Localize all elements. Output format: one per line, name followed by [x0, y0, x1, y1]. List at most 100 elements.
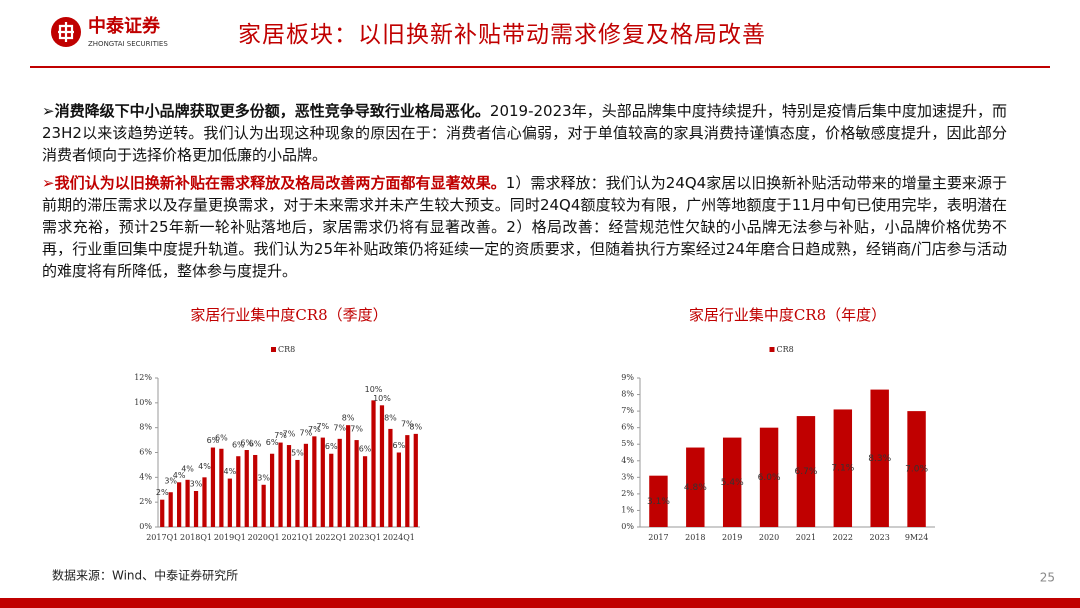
bar: [185, 479, 190, 527]
x-tick-label: 2018: [685, 533, 705, 542]
value-label: 6%: [325, 442, 338, 451]
value-label: 5%: [291, 448, 304, 457]
legend-label: CR8: [777, 345, 794, 354]
bar: [413, 433, 418, 527]
bar: [261, 484, 266, 527]
x-tick-label: 2023: [870, 533, 890, 542]
x-tick-label: 9M24: [905, 533, 928, 542]
bar: [177, 482, 182, 527]
bar: [320, 437, 325, 527]
bar: [337, 438, 342, 527]
value-label: 3%: [257, 473, 270, 482]
y-tick-label: 6%: [139, 448, 152, 457]
chart-title: 家居行业集中度CR8（年度）: [689, 306, 886, 324]
bar: [193, 490, 199, 527]
value-label: 7%: [300, 428, 313, 437]
value-label: 2%: [156, 488, 169, 497]
x-tick-label: 2022Q1: [315, 533, 347, 542]
bar: [686, 447, 705, 527]
x-tick-label: 2017Q1: [146, 533, 178, 542]
value-label: 6.7%: [795, 467, 818, 477]
bar: [354, 440, 359, 527]
bar: [870, 389, 889, 527]
x-tick-label: 2022: [833, 533, 853, 542]
bar: [244, 450, 249, 527]
brand: 中泰证券: [88, 15, 161, 37]
value-label: 4%: [181, 464, 194, 473]
bar: [202, 477, 207, 527]
value-label: 7%: [274, 431, 287, 440]
y-tick-label: 2%: [621, 489, 634, 498]
bar: [295, 459, 300, 527]
value-label: 6.0%: [758, 473, 781, 483]
value-label: 4.8%: [684, 483, 707, 493]
bar: [388, 428, 393, 527]
value-label: 8%: [384, 413, 397, 422]
bar: [160, 499, 165, 527]
bar: [303, 443, 309, 527]
value-label: 6%: [359, 445, 372, 454]
y-tick-label: 12%: [134, 373, 152, 382]
value-label: 7%: [283, 430, 296, 439]
bar: [329, 453, 334, 527]
value-label: 7%: [316, 422, 329, 431]
y-tick-label: 7%: [621, 406, 634, 415]
bar: [405, 435, 410, 527]
bar: [371, 400, 376, 527]
bar: [278, 442, 283, 527]
value-label: 4%: [223, 467, 236, 476]
bar: [833, 409, 853, 527]
legend-label: CR8: [278, 345, 295, 354]
bullet-text: 2019-2023年，头部品牌集中度持续提升，特别是疫情后集中度加速提升，而23…: [42, 102, 1008, 164]
value-label: 7%: [308, 425, 321, 434]
y-tick-label: 4%: [621, 456, 634, 465]
x-tick-label: 2024Q1: [383, 533, 415, 542]
value-label: 6%: [240, 439, 253, 448]
x-tick-label: 2021: [796, 533, 816, 542]
bar: [227, 478, 232, 527]
y-tick-label: 10%: [134, 398, 152, 407]
bullet-lead: 我们认为以旧换新补贴在需求释放及格局改善两方面都有显著效果。: [54, 174, 506, 192]
y-tick-label: 1%: [621, 505, 634, 514]
bar: [236, 456, 241, 527]
x-tick-label: 2020Q1: [248, 533, 280, 542]
bullets: ➢消费降级下中小品牌获取更多份额，恶性竞争导致行业格局恶化。2019-2023年…: [42, 100, 1007, 288]
value-label: 6%: [266, 438, 279, 447]
value-label: 6%: [215, 433, 228, 442]
value-label: 10%: [373, 394, 391, 403]
y-tick-label: 4%: [139, 472, 152, 481]
x-tick-label: 2017: [648, 533, 668, 542]
value-label: 7%: [333, 423, 346, 432]
bar: [796, 416, 816, 527]
bullet-lead: 消费降级下中小品牌获取更多份额，恶性竞争导致行业格局恶化。: [54, 102, 490, 120]
y-tick-label: 5%: [621, 439, 634, 448]
value-label: 8%: [409, 422, 422, 431]
value-label: 6%: [393, 441, 406, 450]
value-label: 3%: [164, 477, 177, 486]
bar: [168, 492, 173, 527]
bar: [649, 475, 668, 527]
bar: [219, 448, 224, 527]
y-tick-label: 8%: [139, 423, 152, 432]
footer-bar: [0, 598, 1080, 608]
value-label: 4%: [173, 471, 186, 480]
value-label: 10%: [365, 385, 383, 394]
bar: [722, 437, 742, 527]
bar: [312, 436, 317, 527]
legend-swatch: [271, 347, 276, 352]
value-label: 3.1%: [647, 497, 670, 507]
bar: [396, 452, 401, 527]
page-number: 25: [1040, 571, 1055, 585]
y-tick-label: 8%: [621, 390, 634, 399]
bullet: ➢消费降级下中小品牌获取更多份额，恶性竞争导致行业格局恶化。2019-2023年…: [42, 102, 1008, 164]
y-tick-label: 0%: [139, 522, 152, 531]
x-tick-label: 2019Q1: [214, 533, 246, 542]
page-title: 家居板块：以旧换新补贴带动需求修复及格局改善: [238, 22, 766, 48]
x-tick-label: 2023Q1: [349, 533, 381, 542]
value-label: 8.3%: [868, 454, 891, 464]
brand-en: ZHONGTAI SECURITIES: [88, 40, 168, 48]
bar: [286, 445, 292, 527]
x-tick-label: 2019: [722, 533, 742, 542]
value-label: 7%: [401, 420, 414, 429]
